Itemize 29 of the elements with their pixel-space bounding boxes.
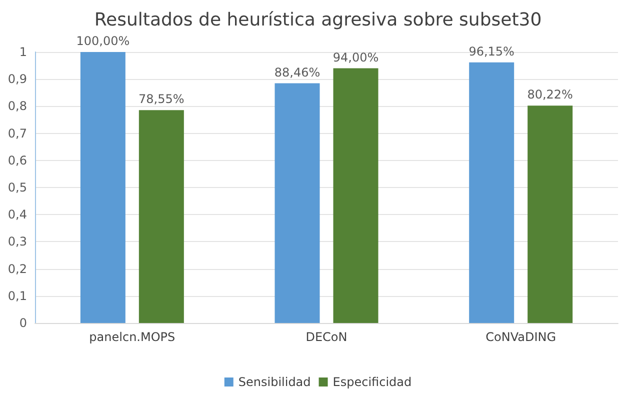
legend-label: Sensibilidad xyxy=(238,375,311,389)
y-tick-label: 1 xyxy=(19,45,27,59)
bar xyxy=(333,68,378,323)
bar xyxy=(528,106,573,323)
y-tick-label: 0 xyxy=(19,316,27,330)
data-label: 100,00% xyxy=(76,34,130,48)
data-label: 88,46% xyxy=(274,65,320,80)
legend-label: Especificidad xyxy=(332,375,412,389)
bar xyxy=(80,52,126,323)
y-tick-label: 0,4 xyxy=(8,208,27,222)
bar xyxy=(274,83,320,323)
y-tick-label: 0,6 xyxy=(8,153,27,168)
chart-title: Resultados de heurística agresiva sobre subset30 xyxy=(94,10,542,30)
data-label: 80,22% xyxy=(527,88,573,102)
y-tick-label: 0,1 xyxy=(8,288,27,303)
data-label: 78,55% xyxy=(138,92,184,106)
bar xyxy=(138,110,184,323)
bar xyxy=(469,62,514,323)
y-tick-label: 0,5 xyxy=(8,180,27,194)
y-tick-label: 0,3 xyxy=(8,234,27,249)
y-tick-label: 0,9 xyxy=(8,72,27,86)
x-tick-label: DECoN xyxy=(306,330,348,344)
y-tick-label: 0,8 xyxy=(8,99,27,114)
data-label: 96,15% xyxy=(468,44,514,58)
x-tick-label: panelcn.MOPS xyxy=(89,330,176,344)
data-label: 94,00% xyxy=(332,50,379,64)
y-tick-label: 0,2 xyxy=(8,262,27,276)
x-tick-label: CoNVaDING xyxy=(486,330,556,344)
y-tick-label: 0,7 xyxy=(8,126,27,140)
